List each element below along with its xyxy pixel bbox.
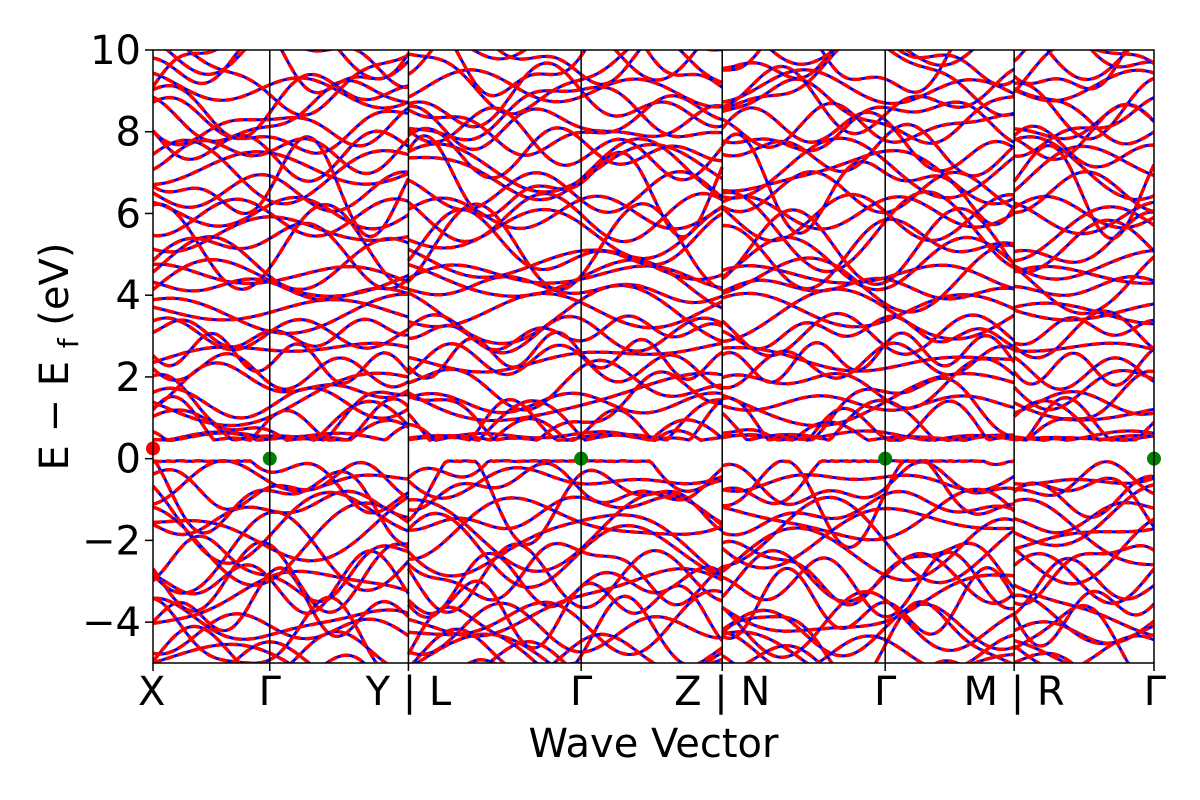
y-tick-label: 0 — [116, 437, 141, 483]
y-tick-label: −2 — [82, 518, 141, 564]
y-axis-title-unit: (eV) — [32, 243, 78, 326]
band-line-down — [153, 50, 1128, 98]
band-line-up — [153, 135, 1154, 201]
band-line-up — [165, 50, 1131, 82]
band-line-down — [153, 369, 1154, 443]
y-tick-label: 10 — [90, 28, 141, 74]
band-line-down — [153, 50, 1154, 90]
band-line-down — [153, 291, 1154, 330]
x-tick-label: X — [138, 669, 165, 715]
band-line-down — [153, 458, 1154, 520]
x-axis-title: Wave Vector — [529, 721, 780, 767]
band-line-down — [153, 194, 1154, 231]
band-line-down — [153, 94, 1154, 158]
band-line-down — [153, 356, 1154, 412]
band-line-down — [153, 459, 1154, 506]
band-line-down — [153, 135, 1154, 202]
band-line-down — [153, 594, 1131, 663]
y-tick-label: 4 — [116, 273, 141, 319]
bands-layer — [153, 50, 1154, 663]
x-tick-label: Γ — [570, 669, 593, 715]
x-tick-label: Y | L — [365, 669, 452, 715]
band-line-down — [153, 309, 1154, 360]
band-line-down — [153, 371, 1154, 428]
y-tick-label: −4 — [82, 600, 141, 646]
band-line-up — [153, 103, 1154, 183]
y-axis-title: E − E f (eV) — [32, 243, 88, 471]
band-line-up — [153, 235, 1154, 292]
band-line-down — [153, 490, 1154, 573]
x-tick-label: Γ — [259, 669, 282, 715]
segment-dividers — [269, 50, 1015, 663]
band-line-down — [153, 495, 1154, 587]
band-line-down — [230, 639, 1075, 663]
y-axis-title-subscript: f — [52, 337, 85, 348]
band-line-up — [153, 483, 1154, 565]
band-line-down — [153, 386, 1154, 420]
band-line-down — [153, 630, 1071, 663]
band-line-down — [153, 122, 1154, 180]
band-line-down — [153, 314, 1154, 352]
x-tick-label: Z | N — [674, 669, 770, 715]
y-tick-label: 8 — [116, 110, 141, 156]
band-line-up — [153, 625, 1154, 663]
band-line-down — [153, 341, 1154, 391]
x-axis: X Γ Y | L Γ Z | N Γ M | R Γ — [138, 663, 1167, 715]
band-line-down — [153, 68, 1154, 110]
x-tick-label: M | R — [964, 669, 1065, 715]
y-tick-label: 2 — [116, 355, 141, 401]
band-line-down — [153, 262, 1154, 291]
band-line-down — [185, 50, 1154, 118]
band-line-down — [153, 458, 1154, 550]
band-line-down — [164, 50, 1131, 82]
band-line-down — [153, 77, 1154, 146]
plot-frame — [152, 49, 1155, 664]
band-line-down — [153, 201, 1154, 292]
band-line-down — [153, 101, 1154, 152]
band-line-down — [153, 534, 1154, 607]
y-axis: −4 −2 0 2 4 6 8 10 — [82, 28, 153, 646]
band-line-up — [153, 137, 1154, 206]
band-line-down — [153, 510, 1154, 595]
band-line-down — [153, 191, 1154, 244]
y-axis-title-main: E − E — [32, 361, 78, 471]
band-line-down — [153, 283, 1154, 346]
band-line-down — [153, 341, 1154, 374]
band-line-down — [153, 190, 1154, 274]
x-tick-label: Γ — [874, 669, 897, 715]
band-line-down — [153, 549, 1154, 620]
band-line-down — [153, 207, 1154, 291]
band-line-down — [153, 565, 1154, 650]
band-line-down — [153, 243, 1154, 316]
band-line-down — [153, 489, 1154, 537]
y-tick-label: 6 — [116, 191, 141, 237]
x-tick-label: Γ — [1144, 669, 1167, 715]
